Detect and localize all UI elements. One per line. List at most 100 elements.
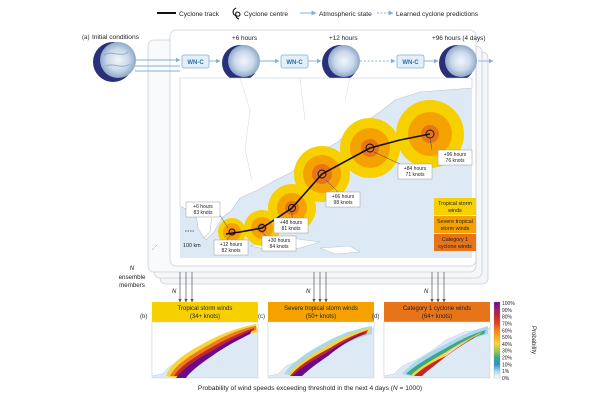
cyclone-track xyxy=(225,133,431,235)
colorbar-tick-label: 10% xyxy=(502,362,513,368)
time-label-6h: +6 hours xyxy=(232,35,257,42)
colorbar-tick-label: 1% xyxy=(502,369,510,375)
svg-text:Severe tropical storm winds: Severe tropical storm winds xyxy=(284,306,358,312)
svg-text:(50+ knots): (50+ knots) xyxy=(306,314,336,320)
cyclone-centre-icon xyxy=(232,7,241,20)
wn-c-label-1: WN-C xyxy=(187,60,204,66)
wn-c-label-3: WN-C xyxy=(402,60,419,66)
cyclone-centre-icon xyxy=(228,228,236,236)
svg-text:ensemble: ensemble xyxy=(119,274,146,281)
panel-b-header xyxy=(152,302,258,322)
callout-6h: +6 hours 83 knots xyxy=(185,201,221,218)
colorbar-tick-label: 100% xyxy=(502,301,515,307)
wn-c-label-2: WN-C xyxy=(286,60,303,66)
time-label-12h: +12 hours xyxy=(329,35,358,42)
svg-text:(64+ knots): (64+ knots) xyxy=(422,314,452,320)
svg-text:71 knots: 71 knots xyxy=(406,172,425,178)
wind-category-legend: Tropical storm winds Severe tropical sto… xyxy=(434,198,476,251)
globe-96h xyxy=(439,45,477,81)
colorbar-tick-label: 0% xyxy=(502,376,510,382)
colorbar-tick-label: 70% xyxy=(502,321,513,327)
panel-d: (d) Category 1 cyclone winds (64+ knots) xyxy=(372,302,491,379)
svg-text:(b): (b) xyxy=(140,314,147,320)
svg-text:+84 hours: +84 hours xyxy=(404,166,427,172)
svg-text:+48 hours: +48 hours xyxy=(280,220,303,226)
callout-30h: +30 hours 84 knots xyxy=(261,235,297,252)
svg-text:83 knots: 83 knots xyxy=(194,210,213,216)
tropical-storm-legend-box xyxy=(434,198,476,215)
hispaniola xyxy=(319,245,361,255)
arrow-n-d: N xyxy=(424,289,429,295)
wn-c-box-1 xyxy=(181,54,210,69)
category-1-legend-box xyxy=(434,234,476,251)
state-borders xyxy=(239,77,351,181)
wn-c-box-2 xyxy=(280,54,309,69)
svg-text:Tropical storm winds: Tropical storm winds xyxy=(178,306,233,312)
colorbar-tick-label: 20% xyxy=(502,356,513,362)
svg-text:81 knots: 81 knots xyxy=(282,226,301,232)
scale-bar: 100 km xyxy=(183,230,201,249)
svg-text:members: members xyxy=(119,282,145,289)
svg-text:82 knots: 82 knots xyxy=(222,248,241,254)
legend-cyclone-track: Cyclone track xyxy=(179,11,220,18)
svg-text:Category 1 cyclone winds: Category 1 cyclone winds xyxy=(403,306,471,312)
svg-text:storm winds: storm winds xyxy=(441,226,470,232)
colorbar-tick-label: 60% xyxy=(502,328,513,334)
down-arrows xyxy=(178,272,446,303)
svg-text:76 knots: 76 knots xyxy=(446,158,465,164)
model-pipeline: WN-C WN-C WN-C xyxy=(135,54,494,72)
callout-84h: +84 hours 71 knots xyxy=(397,163,433,180)
probability-colorbar: 100%90%80%70%60%50%40%30%20%10%1%0% Prob… xyxy=(493,301,536,382)
time-label-96h: +96 hours (4 days) xyxy=(432,35,485,42)
cyclone-centre-icon xyxy=(317,169,327,179)
colorbar-title: Probability xyxy=(530,326,536,354)
callout-12h: +12 hours 82 knots xyxy=(213,239,249,256)
svg-text:+66 hours: +66 hours xyxy=(332,194,355,200)
callout-96h: +96 hours 76 knots xyxy=(437,149,473,166)
arrow-n-c: N xyxy=(306,289,311,295)
svg-text:Category 1: Category 1 xyxy=(442,237,468,243)
severe-tropical-storm-legend-box xyxy=(434,216,476,233)
svg-text:+12 hours: +12 hours xyxy=(220,242,243,248)
arrow-n-b: N xyxy=(172,289,177,295)
callout-48h: +48 hours 81 knots xyxy=(273,217,309,234)
track-callouts: +6 hours 83 knots +12 hours 82 knots +30… xyxy=(185,149,473,256)
colorbar-tick-label: 30% xyxy=(502,349,513,355)
ensemble-members-label: N ensemble members xyxy=(119,243,159,289)
svg-text:Severe tropical: Severe tropical xyxy=(437,219,473,225)
colorbar-tick-label: 80% xyxy=(502,315,513,321)
globe-12h xyxy=(322,45,360,81)
legend-cyclone-centre: Cyclone centre xyxy=(244,11,288,18)
colorbar-tick-label: 40% xyxy=(502,342,513,348)
svg-text:98 knots: 98 knots xyxy=(334,200,353,206)
figure-caption: Probability of wind speeds exceeding thr… xyxy=(198,385,422,392)
panel-c-header xyxy=(268,302,374,322)
legend-learned-predictions: Learned cyclone predictions xyxy=(396,11,479,18)
cyclone-centre-icon xyxy=(288,204,296,212)
colorbar-tick-label: 50% xyxy=(502,335,513,341)
svg-text:(34+ knots): (34+ knots) xyxy=(190,314,220,320)
panel-d-header xyxy=(384,302,490,322)
initial-conditions-label: Initial conditions xyxy=(92,34,140,41)
svg-text:(d): (d) xyxy=(372,314,379,320)
svg-text:84 knots: 84 knots xyxy=(270,244,289,250)
cyclone-centre-icon xyxy=(365,143,375,153)
callout-66h: +66 hours 98 knots xyxy=(325,191,361,208)
svg-text:Tropical storm: Tropical storm xyxy=(438,201,472,207)
colorbar-ticks: 100%90%80%70%60%50%40%30%20%10%1%0% xyxy=(502,301,515,382)
svg-text:+96 hours: +96 hours xyxy=(444,152,467,158)
globe-6h xyxy=(222,45,260,81)
panel-c: (c) Severe tropical storm winds (50+ kno… xyxy=(258,302,375,379)
panel-b: (b) Tropical storm winds (34+ knots) xyxy=(140,302,259,379)
globe-initial xyxy=(93,42,136,82)
svg-text:winds: winds xyxy=(447,208,462,214)
cyclone-centre-icon xyxy=(258,224,266,232)
scale-label: 100 km xyxy=(183,243,201,249)
panel-a-label: (a) xyxy=(82,34,90,41)
legend: Cyclone track Cyclone centre Atmospheric… xyxy=(157,7,479,20)
svg-text:+30 hours: +30 hours xyxy=(268,238,291,244)
svg-text:+6 hours: +6 hours xyxy=(193,204,213,210)
colorbar-tick-label: 90% xyxy=(502,308,513,314)
svg-text:(c): (c) xyxy=(258,314,265,320)
